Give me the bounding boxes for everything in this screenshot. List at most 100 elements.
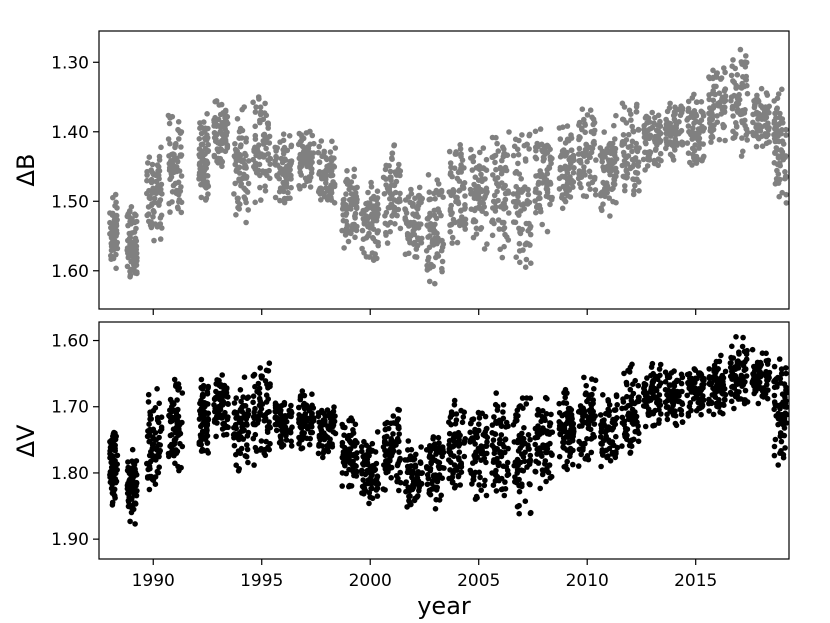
delta-v-data-point: [783, 370, 789, 377]
delta-v-data-point: [387, 441, 394, 447]
delta-b-data-point: [307, 174, 314, 181]
delta-v-data-point: [154, 386, 160, 392]
delta-v-data-point: [743, 351, 750, 358]
delta-v-data-point: [678, 407, 685, 414]
delta-v-data-point: [567, 439, 573, 445]
delta-v-data-point: [297, 393, 304, 399]
delta-v-data-point: [532, 469, 539, 475]
delta-b-data-point: [242, 196, 249, 202]
delta-b-data-point: [432, 280, 438, 287]
delta-b-data-point: [363, 217, 370, 223]
delta-b-data-point: [585, 181, 592, 187]
delta-b-data-point: [522, 264, 529, 271]
delta-b-data-point: [348, 197, 354, 203]
delta-v-data-point: [456, 456, 462, 463]
delta-b-data-point: [535, 181, 542, 187]
delta-v-data-point: [244, 446, 251, 453]
delta-b-data-point: [352, 215, 358, 221]
delta-b-data-point: [178, 209, 185, 216]
delta-b-data-point: [630, 176, 636, 182]
delta-v-data-point: [278, 416, 285, 422]
delta-v-data-point: [202, 436, 209, 443]
delta-b-data-point: [483, 190, 490, 197]
delta-v-data-point: [242, 453, 249, 459]
delta-v-data-point: [775, 462, 781, 468]
delta-v-data-point: [658, 411, 664, 417]
delta-b-data-point: [524, 198, 531, 204]
delta-b-data-point: [518, 189, 525, 195]
delta-b-data-point: [657, 150, 664, 157]
delta-v-data-point: [395, 416, 402, 422]
delta-b-data-point: [696, 145, 702, 151]
delta-v-data-point: [481, 482, 488, 489]
delta-v-data-point: [396, 449, 402, 455]
delta-b-data-point: [252, 144, 258, 151]
delta-v-data-point: [492, 478, 499, 484]
delta-b-data-point: [257, 119, 263, 126]
delta-b-data-point: [601, 129, 607, 135]
delta-v-data-point: [743, 373, 750, 379]
delta-b-data-point: [584, 158, 590, 165]
delta-v-data-point: [446, 449, 452, 455]
delta-v-data-point: [657, 361, 664, 368]
delta-v-data-point: [597, 412, 604, 418]
delta-b-data-point: [739, 61, 745, 67]
delta-v-data-point: [405, 438, 412, 444]
delta-b-data-point: [532, 154, 539, 161]
delta-b-data-point: [288, 143, 295, 150]
delta-b-data-point: [272, 194, 279, 201]
delta-v-data-point: [571, 428, 577, 435]
delta-b-data-point: [619, 116, 626, 123]
delta-v-data-point: [783, 365, 789, 371]
delta-v-data-point: [260, 413, 267, 419]
delta-b-data-point: [739, 135, 745, 141]
delta-b-data-point: [327, 149, 334, 155]
delta-v-data-point: [687, 375, 693, 382]
delta-b-data-point: [468, 146, 474, 153]
delta-v-data-point: [734, 359, 741, 365]
delta-b-data-point: [258, 197, 264, 203]
delta-b-data-point: [695, 156, 701, 163]
delta-b-data-point: [473, 205, 479, 212]
delta-v-data-point: [457, 482, 464, 488]
delta-v-data-point: [133, 472, 140, 478]
delta-b-data-point: [157, 236, 164, 242]
delta-v-y-tick-label: 1.90: [51, 530, 89, 550]
delta-b-data-point: [234, 195, 241, 202]
delta-b-data-point: [522, 158, 529, 164]
delta-v-data-point: [583, 382, 589, 389]
delta-b-data-point: [324, 156, 330, 163]
delta-v-data-point: [133, 480, 139, 487]
delta-v-data-point: [261, 450, 268, 457]
delta-v-data-point: [636, 394, 642, 401]
delta-b-data-point: [424, 262, 430, 269]
delta-b-data-point: [579, 126, 585, 133]
delta-b-data-point: [341, 245, 347, 251]
delta-b-data-point: [580, 193, 587, 199]
delta-b-data-point: [771, 160, 778, 166]
delta-v-data-point: [287, 429, 294, 436]
delta-b-data-point: [126, 230, 133, 237]
delta-b-data-point: [635, 127, 642, 133]
delta-b-data-point: [722, 137, 728, 144]
delta-b-data-point: [215, 147, 222, 153]
delta-b-data-point: [264, 135, 271, 141]
delta-b-data-point: [412, 213, 418, 219]
delta-v-data-point: [127, 518, 133, 525]
delta-v-data-point: [624, 432, 630, 439]
delta-v-data-point: [238, 398, 244, 405]
delta-b-axes-frame: [98, 30, 790, 310]
delta-v-data-point: [211, 396, 218, 403]
delta-b-data-point: [524, 141, 530, 148]
delta-b-data-point: [250, 99, 256, 106]
delta-v-data-point: [114, 467, 120, 473]
delta-v-data-point: [109, 499, 116, 506]
delta-v-data-point: [395, 406, 401, 413]
delta-b-data-point: [649, 109, 655, 116]
delta-v-data-point: [319, 443, 326, 449]
delta-b-data-point: [178, 153, 184, 159]
delta-v-data-point: [446, 430, 453, 437]
delta-b-data-point: [719, 96, 725, 102]
delta-b-data-point: [607, 164, 614, 170]
delta-v-data-point: [244, 442, 250, 448]
